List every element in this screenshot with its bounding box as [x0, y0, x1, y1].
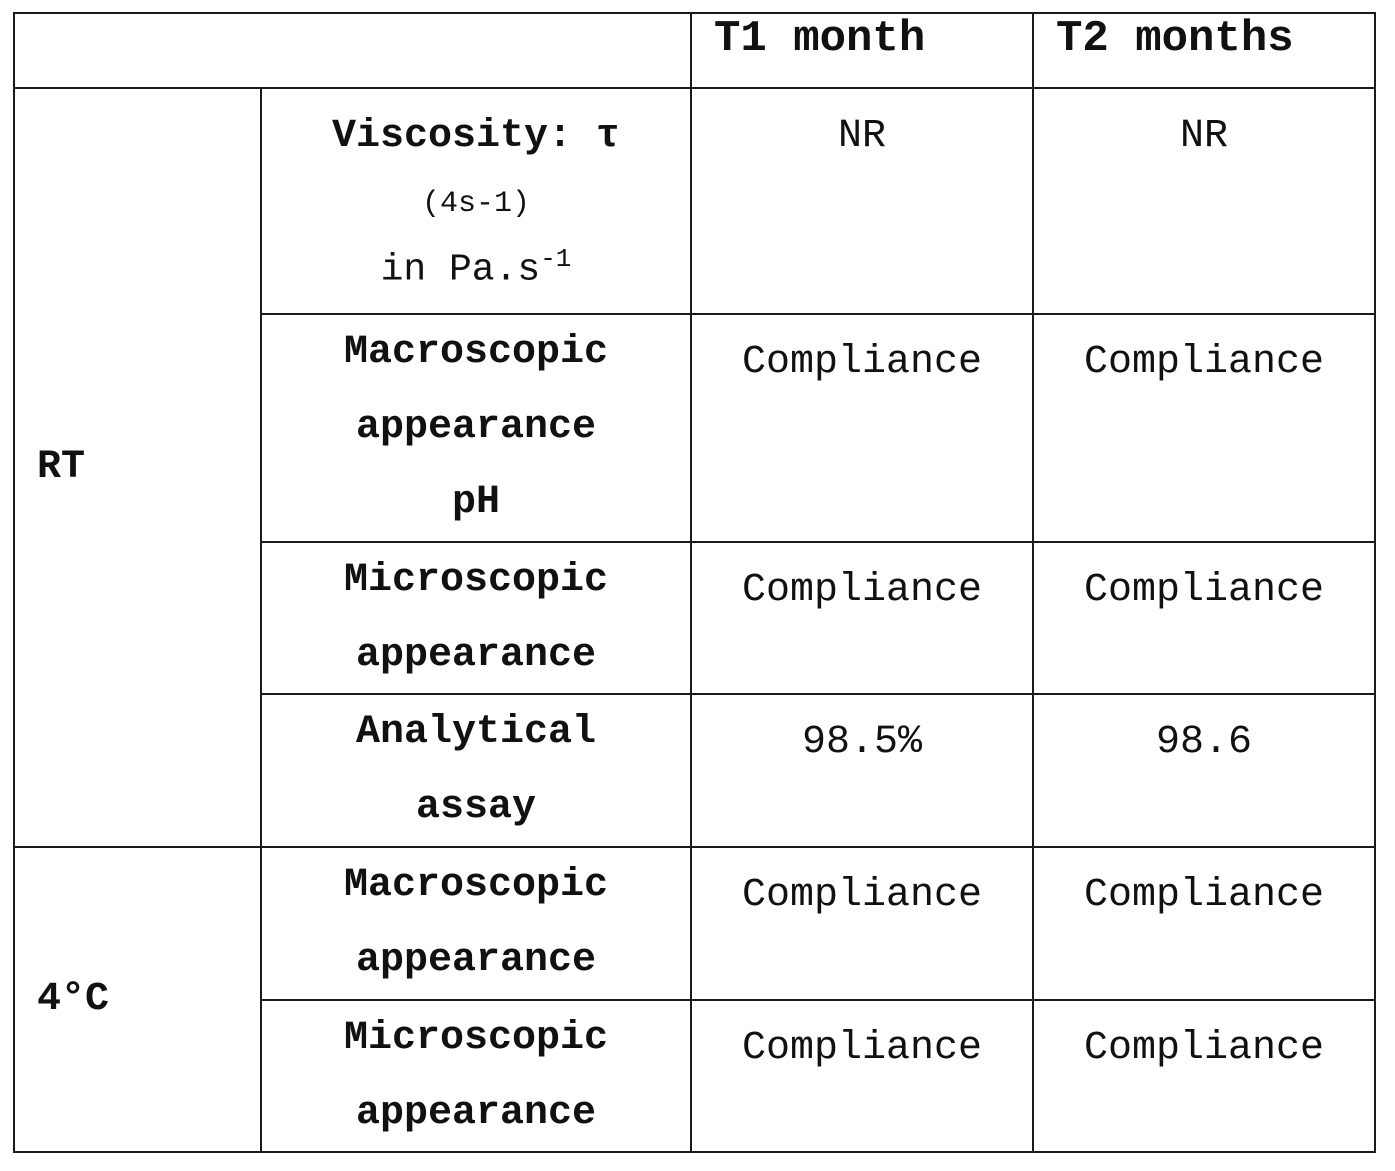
header-t2: T2 months	[1033, 13, 1375, 88]
value-t2: Compliance	[1033, 1000, 1375, 1152]
parameter-line: Macroscopic	[262, 848, 690, 923]
header-corner	[14, 13, 691, 88]
parameter-line: Microscopic	[262, 1001, 690, 1076]
value-t1: Compliance	[691, 542, 1033, 694]
stability-table: T1 month T2 months RT Viscosity: τ (4s-1…	[13, 12, 1376, 1153]
parameter-line: Analytical	[262, 695, 690, 770]
value-t2: Compliance	[1033, 314, 1375, 542]
header-t1: T1 month	[691, 13, 1033, 88]
value-t2: Compliance	[1033, 542, 1375, 694]
parameter-cell: Microscopic appearance	[261, 1000, 691, 1152]
parameter-unit: in Pa.s-1	[262, 234, 690, 296]
parameter-unit-exponent: -1	[540, 244, 571, 274]
value-t1: Compliance	[691, 314, 1033, 542]
value-t2: 98.6	[1033, 694, 1375, 847]
value-t1: Compliance	[691, 847, 1033, 1000]
parameter-sub: (4s-1)	[262, 174, 690, 234]
value-t1: 98.5%	[691, 694, 1033, 847]
table-row: 4°C Macroscopic appearance Compliance Co…	[14, 847, 1375, 1000]
parameter-line: assay	[262, 770, 690, 845]
parameter-cell: Viscosity: τ (4s-1) in Pa.s-1	[261, 88, 691, 314]
value-t1: NR	[691, 88, 1033, 314]
group-label-rt: RT	[14, 88, 261, 847]
table-row: RT Viscosity: τ (4s-1) in Pa.s-1 NR NR	[14, 88, 1375, 314]
header-row: T1 month T2 months	[14, 13, 1375, 88]
parameter-unit-text: in Pa.s	[381, 249, 541, 292]
parameter-line: appearance	[262, 1076, 690, 1151]
group-label-4c: 4°C	[14, 847, 261, 1152]
parameter-line: Microscopic	[262, 543, 690, 618]
parameter-cell: Macroscopic appearance	[261, 847, 691, 1000]
parameter-cell: Macroscopic appearance pH	[261, 314, 691, 542]
value-t2: NR	[1033, 88, 1375, 314]
parameter-cell: Microscopic appearance	[261, 542, 691, 694]
value-t1: Compliance	[691, 1000, 1033, 1152]
parameter-line: Viscosity: τ	[262, 99, 690, 174]
parameter-line: Macroscopic	[262, 315, 690, 390]
parameter-cell: Analytical assay	[261, 694, 691, 847]
parameter-line: appearance	[262, 390, 690, 465]
value-t2: Compliance	[1033, 847, 1375, 1000]
parameter-line: appearance	[262, 923, 690, 998]
parameter-line: pH	[262, 465, 690, 540]
parameter-line: appearance	[262, 618, 690, 693]
